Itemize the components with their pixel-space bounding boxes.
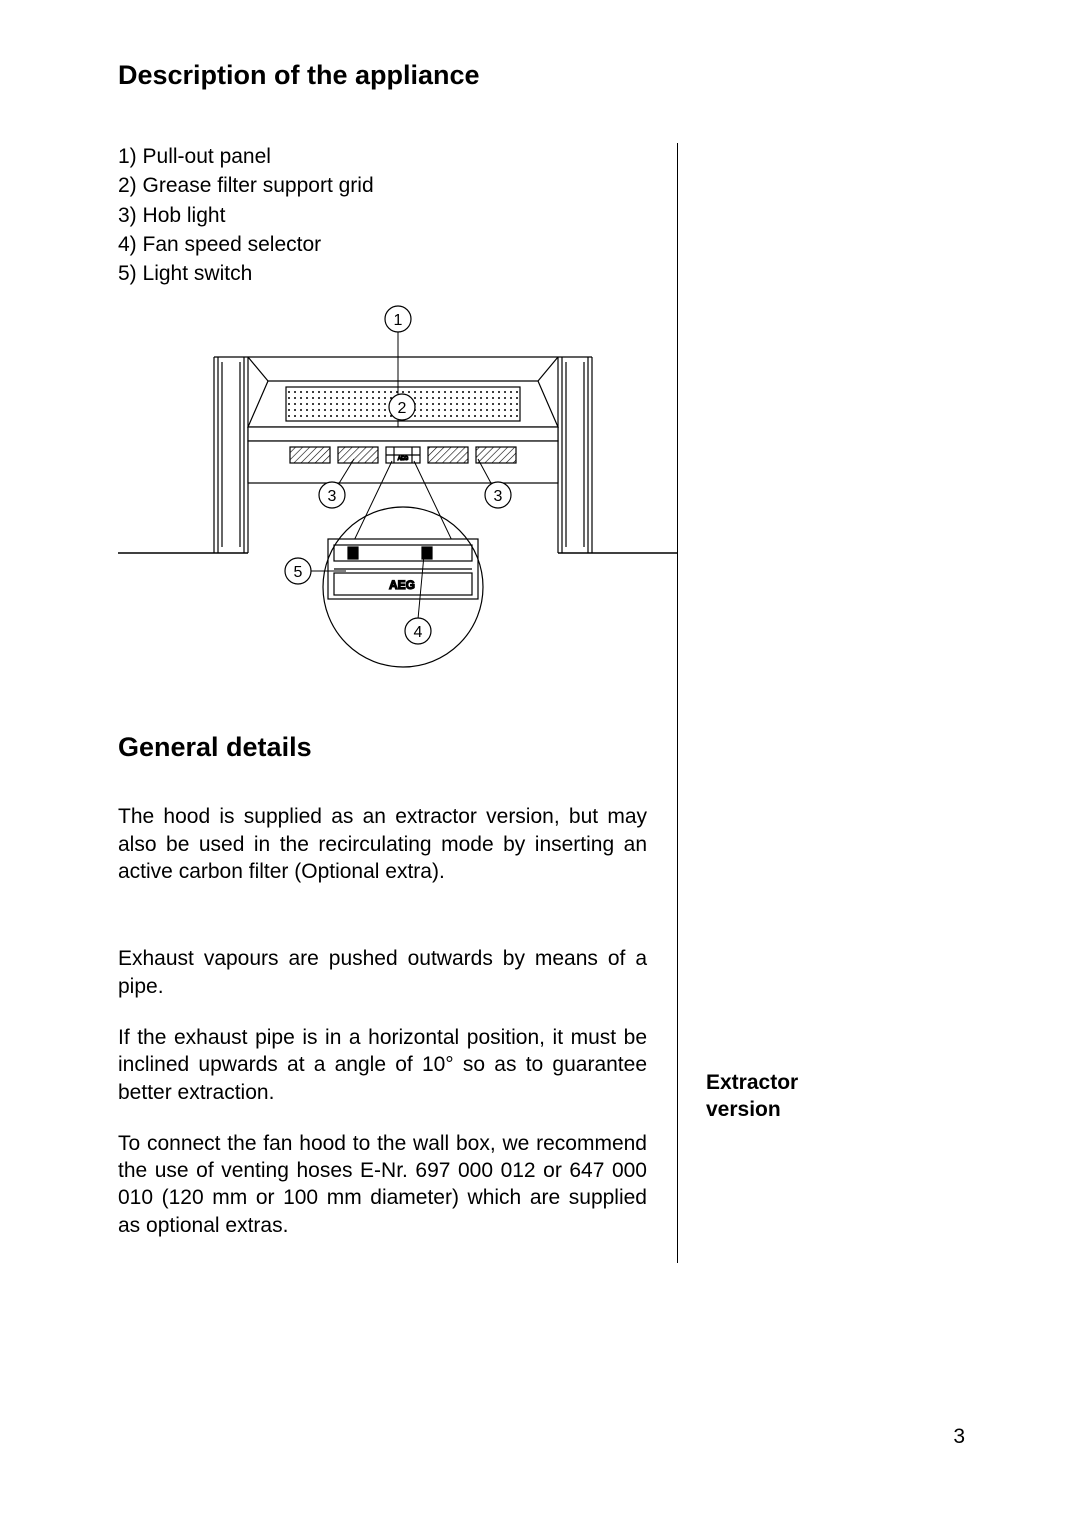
callout-3a: 3 [328, 488, 337, 505]
right-column: Extractor version [678, 143, 958, 1124]
extractor-p1: Exhaust vapours are pushed outwards by m… [118, 945, 647, 1000]
callout-4: 4 [414, 624, 423, 641]
general-intro-text: The hood is supplied as an extractor ver… [118, 803, 647, 885]
manual-page: Description of the appliance 1) Pull-out… [0, 0, 1080, 1529]
extractor-side-label: Extractor version [706, 1069, 958, 1124]
appliance-diagram: AEG 1 2 3 3 [118, 299, 647, 684]
extractor-p3: To connect the fan hood to the wall box,… [118, 1130, 647, 1239]
content-row-top: 1) Pull-out panel 2) Grease filter suppo… [118, 143, 985, 1453]
left-column: 1) Pull-out panel 2) Grease filter suppo… [118, 143, 678, 1263]
heading-description: Description of the appliance [118, 60, 985, 91]
extractor-p2: If the exhaust pipe is in a horizontal p… [118, 1024, 647, 1106]
list-item: 3) Hob light [118, 202, 647, 229]
callout-5: 5 [294, 564, 303, 581]
parts-list: 1) Pull-out panel 2) Grease filter suppo… [118, 143, 647, 287]
callout-1: 1 [394, 312, 403, 329]
callout-3b: 3 [494, 488, 503, 505]
list-item: 5) Light switch [118, 260, 647, 287]
list-item: 4) Fan speed selector [118, 231, 647, 258]
diagram-svg: AEG 1 2 3 3 [118, 299, 678, 679]
page-number: 3 [953, 1425, 965, 1449]
heading-general: General details [118, 732, 647, 763]
brand-label: AEG [389, 578, 415, 592]
callout-2: 2 [398, 400, 407, 417]
list-item: 1) Pull-out panel [118, 143, 647, 170]
list-item: 2) Grease filter support grid [118, 172, 647, 199]
brand-label-small: AEG [398, 456, 409, 462]
